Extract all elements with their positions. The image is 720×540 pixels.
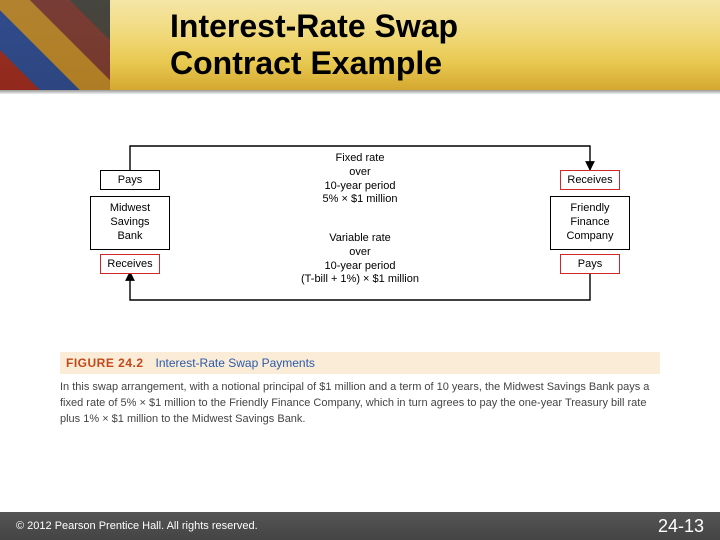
- header-photo-strip: [0, 0, 110, 90]
- top-flow-label: Fixed rate over 10-year period 5% × $1 m…: [275, 152, 445, 207]
- title-line1: Interest-Rate Swap: [170, 8, 458, 44]
- header-banner: Interest-Rate Swap Contract Example: [0, 0, 720, 90]
- right-receives-tag: Receives: [560, 170, 620, 190]
- bottom-flow-label: Variable rate over 10-year period (T-bil…: [275, 232, 445, 287]
- left-entity-box: Midwest Savings Bank: [90, 196, 170, 250]
- swap-diagram: Pays Midwest Savings Bank Receives Recei…: [60, 140, 660, 340]
- copyright-text: © 2012 Pearson Prentice Hall. All rights…: [16, 520, 258, 532]
- figure-caption: In this swap arrangement, with a notiona…: [60, 380, 660, 428]
- figure-number: FIGURE 24.2: [66, 356, 144, 370]
- title-line2: Contract Example: [170, 45, 442, 81]
- left-receives-tag: Receives: [100, 254, 160, 274]
- header-shadow: [0, 90, 720, 94]
- right-entity-box: Friendly Finance Company: [550, 196, 630, 250]
- page-number: 24-13: [658, 516, 704, 537]
- left-pays-tag: Pays: [100, 170, 160, 190]
- figure-title: Interest-Rate Swap Payments: [156, 356, 315, 370]
- figure-title-bar: FIGURE 24.2 Interest-Rate Swap Payments: [60, 352, 660, 374]
- slide-title: Interest-Rate Swap Contract Example: [170, 8, 458, 82]
- footer-bar: © 2012 Pearson Prentice Hall. All rights…: [0, 512, 720, 540]
- right-pays-tag: Pays: [560, 254, 620, 274]
